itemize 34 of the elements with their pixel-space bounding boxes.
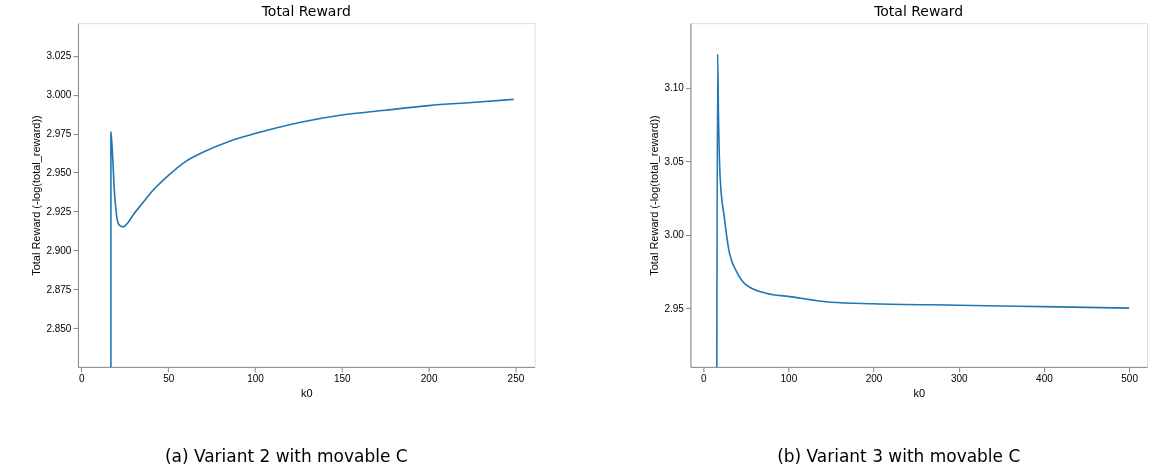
x-tick-label: 200 (865, 373, 883, 385)
y-axis-title: Total Reward (-log(total_reward)) (30, 115, 43, 276)
x-tick-label: 400 (1036, 373, 1054, 385)
x-axis-title: k0 (913, 387, 926, 400)
x-tick-label: 0 (700, 373, 707, 385)
y-tick-label: 2.950 (46, 166, 72, 178)
x-tick-label: 100 (780, 373, 798, 385)
text: (a) Variant 2 with movable C (164, 445, 408, 466)
x-axis-title: k0 (300, 387, 313, 400)
y-axis-title: Total Reward (-log(total_reward)) (648, 115, 661, 276)
x-tick-label: 300 (950, 373, 969, 385)
x-tick-label: 500 (1121, 373, 1139, 385)
y-tick-label: 3.05 (664, 155, 685, 167)
y-tick-label: 2.875 (46, 283, 72, 295)
y-tick-label: 2.900 (46, 244, 72, 256)
chart-title: Total Reward (260, 3, 351, 20)
y-tick-label: 2.975 (46, 128, 72, 140)
line-series (716, 53, 1130, 367)
x-tick-label: 0 (79, 373, 86, 385)
y-tick-label: 2.95 (664, 302, 685, 314)
text: (b) Variant 3 with movable C (777, 445, 1021, 466)
x-tick-label: 50 (163, 373, 175, 385)
y-tick-label: 2.925 (46, 205, 72, 217)
line-series (110, 98, 515, 367)
y-tick-label: 3.025 (46, 50, 72, 62)
y-tick-label: 3.00 (664, 229, 685, 241)
chart-title: Total Reward (873, 3, 964, 20)
x-tick-label: 100 (247, 373, 265, 385)
y-tick-label: 3.000 (46, 89, 72, 101)
x-tick-label: 150 (333, 373, 352, 385)
x-tick-label: 250 (507, 373, 525, 385)
y-tick-label: 2.850 (46, 322, 72, 334)
x-tick-label: 200 (420, 373, 438, 385)
y-tick-label: 3.10 (664, 82, 685, 94)
